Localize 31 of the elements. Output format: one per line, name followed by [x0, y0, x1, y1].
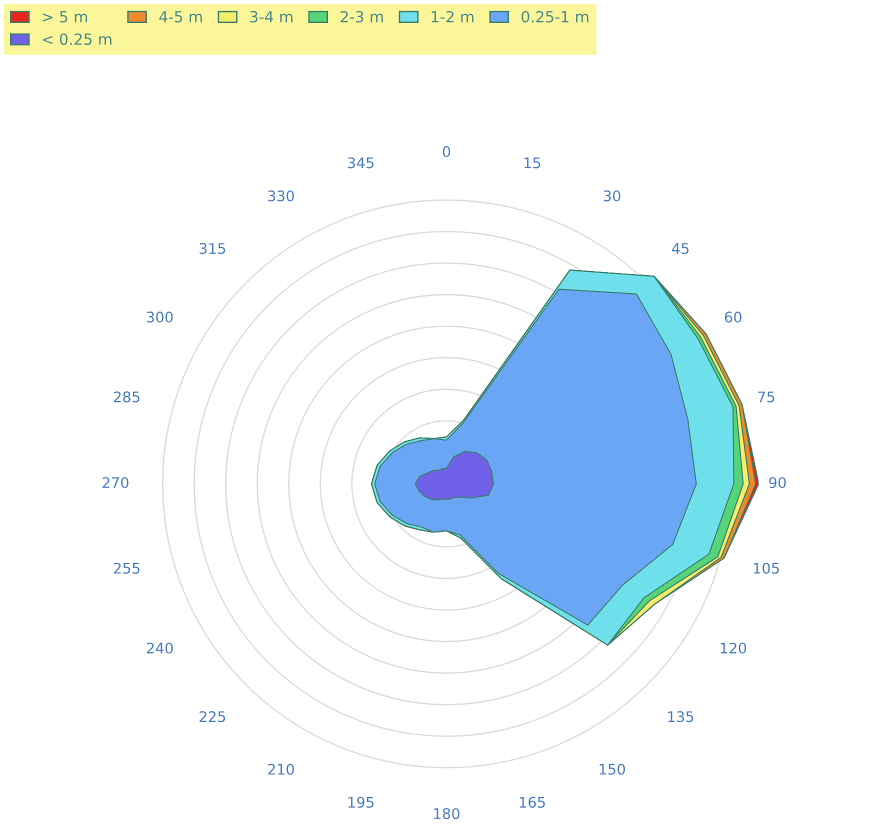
spoke-label: 60 [724, 312, 742, 323]
legend-label: > 5 m [42, 11, 88, 23]
spoke-label: 105 [754, 562, 779, 574]
legend-label: 2-3 m [340, 10, 383, 23]
spoke-label: 135 [668, 711, 694, 722]
legend-label: 0.25-1 m [522, 10, 588, 23]
spoke-label: 255 [114, 562, 140, 574]
spoke-label: 30 [604, 190, 620, 202]
legend-label: 3-4 m [250, 10, 292, 23]
legend-label: < 0.25 m [42, 33, 112, 45]
spoke-label: 45 [672, 243, 689, 254]
spoke-label: 315 [200, 243, 226, 254]
spoke-label: 195 [348, 796, 374, 808]
spoke-label: 90 [769, 477, 786, 488]
spoke-label: 120 [720, 642, 746, 654]
spoke-label: 270 [102, 477, 128, 488]
legend-label: 1-2 m [432, 10, 474, 22]
spoke-label: 165 [520, 796, 545, 808]
spoke-label: 75 [758, 392, 774, 402]
spoke-label: 225 [200, 711, 226, 722]
spoke-label: 150 [600, 764, 625, 775]
spoke-label: 285 [114, 391, 140, 402]
spoke-label: 210 [268, 764, 294, 775]
spoke-label: 330 [268, 190, 294, 202]
spoke-label: 240 [146, 642, 173, 654]
spoke-label: 0 [442, 146, 450, 158]
spoke-label: 345 [348, 157, 374, 168]
spoke-label: 300 [147, 312, 173, 323]
spoke-label: 180 [434, 808, 460, 820]
legend-label: 4-5 m [159, 11, 202, 23]
spoke-label: 15 [524, 158, 540, 168]
